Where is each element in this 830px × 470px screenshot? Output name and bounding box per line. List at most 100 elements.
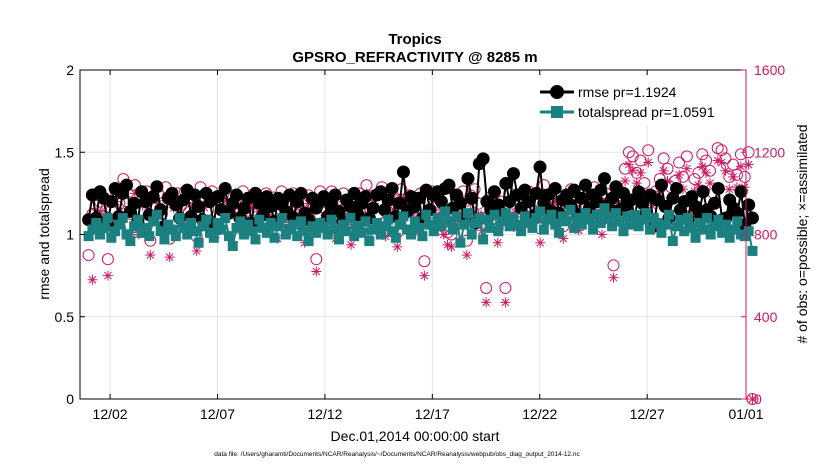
possible-obs-point bbox=[734, 148, 747, 161]
possible-obs-point bbox=[746, 393, 759, 405]
totalspread-point bbox=[584, 214, 595, 225]
chart-title: Tropics bbox=[388, 31, 441, 48]
totalspread-point bbox=[690, 232, 701, 243]
legend-rmse-label: rmse pr=1.1924 bbox=[578, 84, 677, 100]
assimilated-obs-point bbox=[701, 167, 712, 178]
rmse-point bbox=[317, 190, 331, 204]
assimilated-obs-point bbox=[461, 250, 472, 261]
totalspread-point bbox=[167, 224, 178, 235]
totalspread-point bbox=[235, 216, 246, 227]
totalspread-point bbox=[550, 219, 561, 230]
totalspread-point bbox=[201, 214, 212, 225]
assimilated-obs-point bbox=[674, 169, 685, 180]
x-axis-label: Dec.01,2014 00:00:00 start bbox=[331, 428, 500, 444]
assimilated-obs-point bbox=[728, 171, 739, 182]
assimilated-obs-point bbox=[87, 274, 98, 285]
rmse-point bbox=[393, 196, 407, 210]
rmse-point bbox=[666, 191, 680, 205]
totalspread-point bbox=[538, 224, 549, 235]
totalspread-point bbox=[485, 222, 496, 233]
rmse-point bbox=[522, 195, 536, 209]
totalspread-point bbox=[451, 211, 462, 222]
possible-obs-point bbox=[727, 158, 740, 171]
rmse-point bbox=[396, 165, 410, 179]
totalspread-point bbox=[576, 219, 587, 230]
totalspread-point bbox=[569, 222, 580, 233]
totalspread-point bbox=[679, 226, 690, 237]
totalspread-point bbox=[481, 214, 492, 225]
rmse-point bbox=[442, 178, 456, 192]
legend-totalspread-label: totalspread pr=1.0591 bbox=[578, 104, 715, 120]
totalspread-point bbox=[387, 226, 398, 237]
rmse-point bbox=[598, 172, 612, 186]
y-left-tick-label: 1 bbox=[66, 227, 74, 243]
rmse-point bbox=[385, 181, 399, 195]
totalspread-point bbox=[390, 232, 401, 243]
totalspread-point bbox=[360, 216, 371, 227]
totalspread-point bbox=[189, 226, 200, 237]
totalspread-point bbox=[610, 208, 621, 219]
rmse-point bbox=[347, 186, 361, 200]
totalspread-point bbox=[588, 224, 599, 235]
totalspread-point bbox=[425, 219, 436, 230]
rmse-point bbox=[529, 186, 543, 200]
totalspread-point bbox=[106, 232, 117, 243]
totalspread-point bbox=[709, 221, 720, 232]
totalspread-point bbox=[216, 224, 227, 235]
possible-obs-point bbox=[499, 281, 512, 294]
totalspread-point bbox=[212, 217, 223, 228]
assimilated-obs-point bbox=[658, 165, 669, 176]
rmse-point bbox=[434, 195, 448, 209]
totalspread-point bbox=[580, 208, 591, 219]
totalspread-point bbox=[364, 236, 375, 247]
rmse-point bbox=[104, 195, 118, 209]
possible-obs-point bbox=[696, 148, 709, 161]
totalspread-point bbox=[603, 213, 614, 224]
totalspread-point bbox=[197, 221, 208, 232]
totalspread-point bbox=[296, 216, 307, 227]
totalspread-point bbox=[159, 234, 170, 245]
legend: rmse pr=1.1924 totalspread pr=1.0591 bbox=[532, 76, 740, 126]
y-right-tick-label: 1200 bbox=[754, 144, 785, 160]
totalspread-point bbox=[546, 209, 557, 220]
totalspread-point bbox=[98, 222, 109, 233]
totalspread-point bbox=[732, 216, 743, 227]
totalspread-point bbox=[368, 224, 379, 235]
rmse-point bbox=[135, 185, 149, 199]
rmse-point bbox=[249, 186, 263, 200]
totalspread-point bbox=[455, 237, 466, 248]
totalspread-point bbox=[466, 229, 477, 240]
rmse-point bbox=[366, 201, 380, 215]
assimilated-obs-point bbox=[620, 176, 631, 187]
assimilated-obs-point bbox=[596, 229, 607, 240]
totalspread-point bbox=[349, 231, 360, 242]
possible-obs-point bbox=[607, 259, 620, 272]
rmse-point bbox=[506, 167, 520, 181]
possible-obs-point bbox=[688, 172, 701, 185]
totalspread-point bbox=[250, 234, 261, 245]
totalspread-point bbox=[413, 222, 424, 233]
totalspread-point bbox=[531, 213, 542, 224]
totalspread-point bbox=[682, 213, 693, 224]
totalspread-point bbox=[352, 221, 363, 232]
totalspread-point bbox=[330, 224, 341, 235]
totalspread-point bbox=[311, 227, 322, 238]
rmse-point bbox=[165, 186, 179, 200]
rmse-point bbox=[605, 191, 619, 205]
totalspread-point bbox=[254, 214, 265, 225]
rmse-point bbox=[374, 185, 388, 199]
totalspread-point bbox=[288, 219, 299, 230]
totalspread-point bbox=[94, 229, 105, 240]
totalspread-point bbox=[652, 217, 663, 228]
assimilated-obs-point bbox=[743, 159, 754, 170]
x-tick-label: 01/01 bbox=[728, 406, 763, 422]
rmse-point bbox=[294, 186, 308, 200]
totalspread-point bbox=[273, 221, 284, 232]
totalspread-point bbox=[239, 229, 250, 240]
totalspread-point bbox=[242, 219, 253, 230]
totalspread-point bbox=[144, 231, 155, 242]
totalspread-point bbox=[193, 237, 204, 248]
totalspread-point bbox=[500, 208, 511, 219]
totalspread-point bbox=[656, 227, 667, 238]
